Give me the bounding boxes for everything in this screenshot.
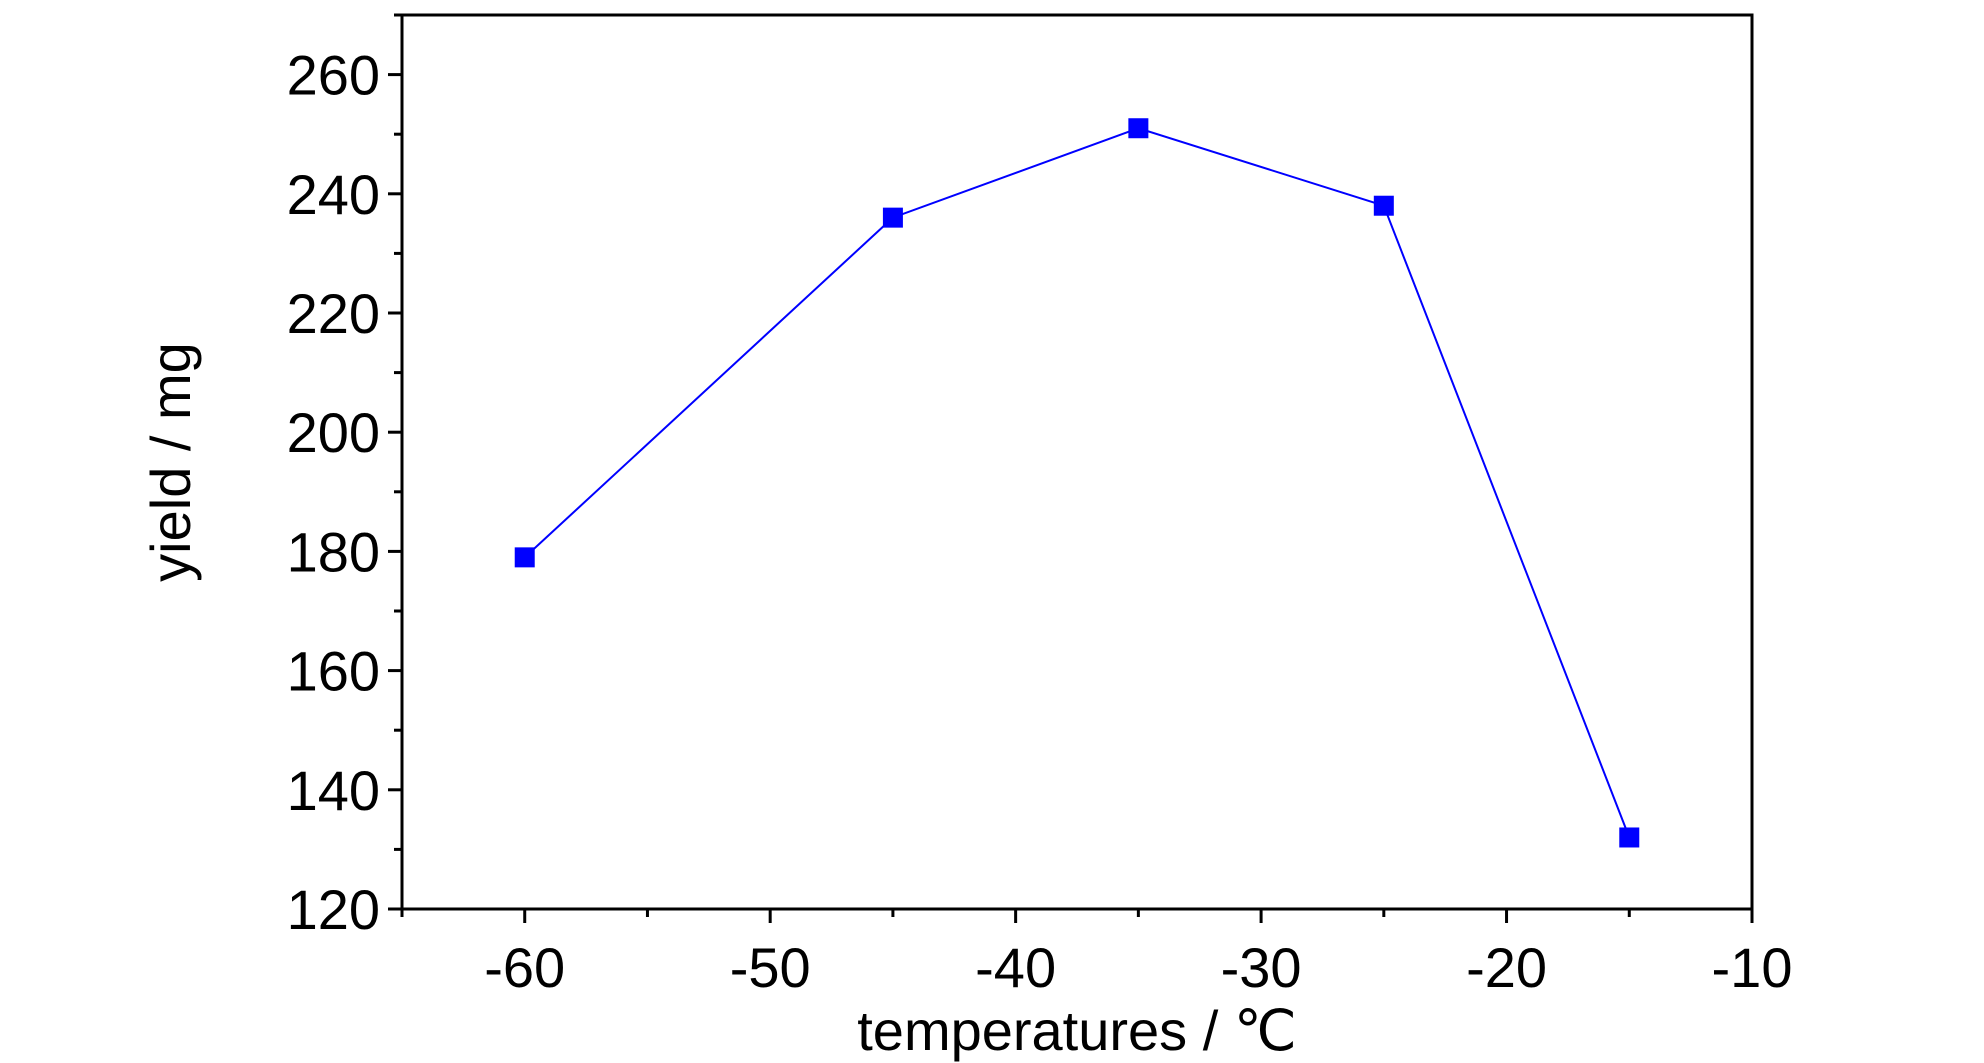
x-tick-label: -60 — [484, 936, 565, 999]
y-axis-title: yield / mg — [139, 342, 202, 582]
x-tick-label: -20 — [1466, 936, 1547, 999]
y-tick-label: 240 — [287, 163, 380, 226]
data-point-marker — [514, 547, 535, 568]
plot-frame — [400, 13, 1754, 911]
y-tick-label: 120 — [287, 878, 380, 941]
data-series — [514, 118, 1640, 848]
y-tick-label: 260 — [287, 44, 380, 107]
y-tick-label: 220 — [287, 282, 380, 345]
tick-labels: 120 140 160 180 200 220 240 260 -60 -50 -40 -30 -20 -… — [287, 44, 1793, 999]
x-axis-title: temperatures / ℃ — [857, 999, 1297, 1062]
data-point-marker — [882, 207, 903, 228]
axis-ticks — [388, 13, 1754, 923]
y-tick-label: 200 — [287, 401, 380, 464]
data-point-marker — [1619, 827, 1640, 848]
data-point-marker — [1373, 195, 1394, 216]
x-tick-label: -30 — [1221, 936, 1302, 999]
x-tick-label: -50 — [730, 936, 811, 999]
data-point-marker — [1128, 118, 1149, 139]
series-line — [524, 127, 1631, 838]
y-tick-label: 180 — [287, 520, 380, 583]
y-tick-label: 140 — [287, 759, 380, 822]
y-tick-label: 160 — [287, 640, 380, 703]
x-tick-label: -10 — [1712, 936, 1793, 999]
x-tick-label: -40 — [975, 936, 1056, 999]
